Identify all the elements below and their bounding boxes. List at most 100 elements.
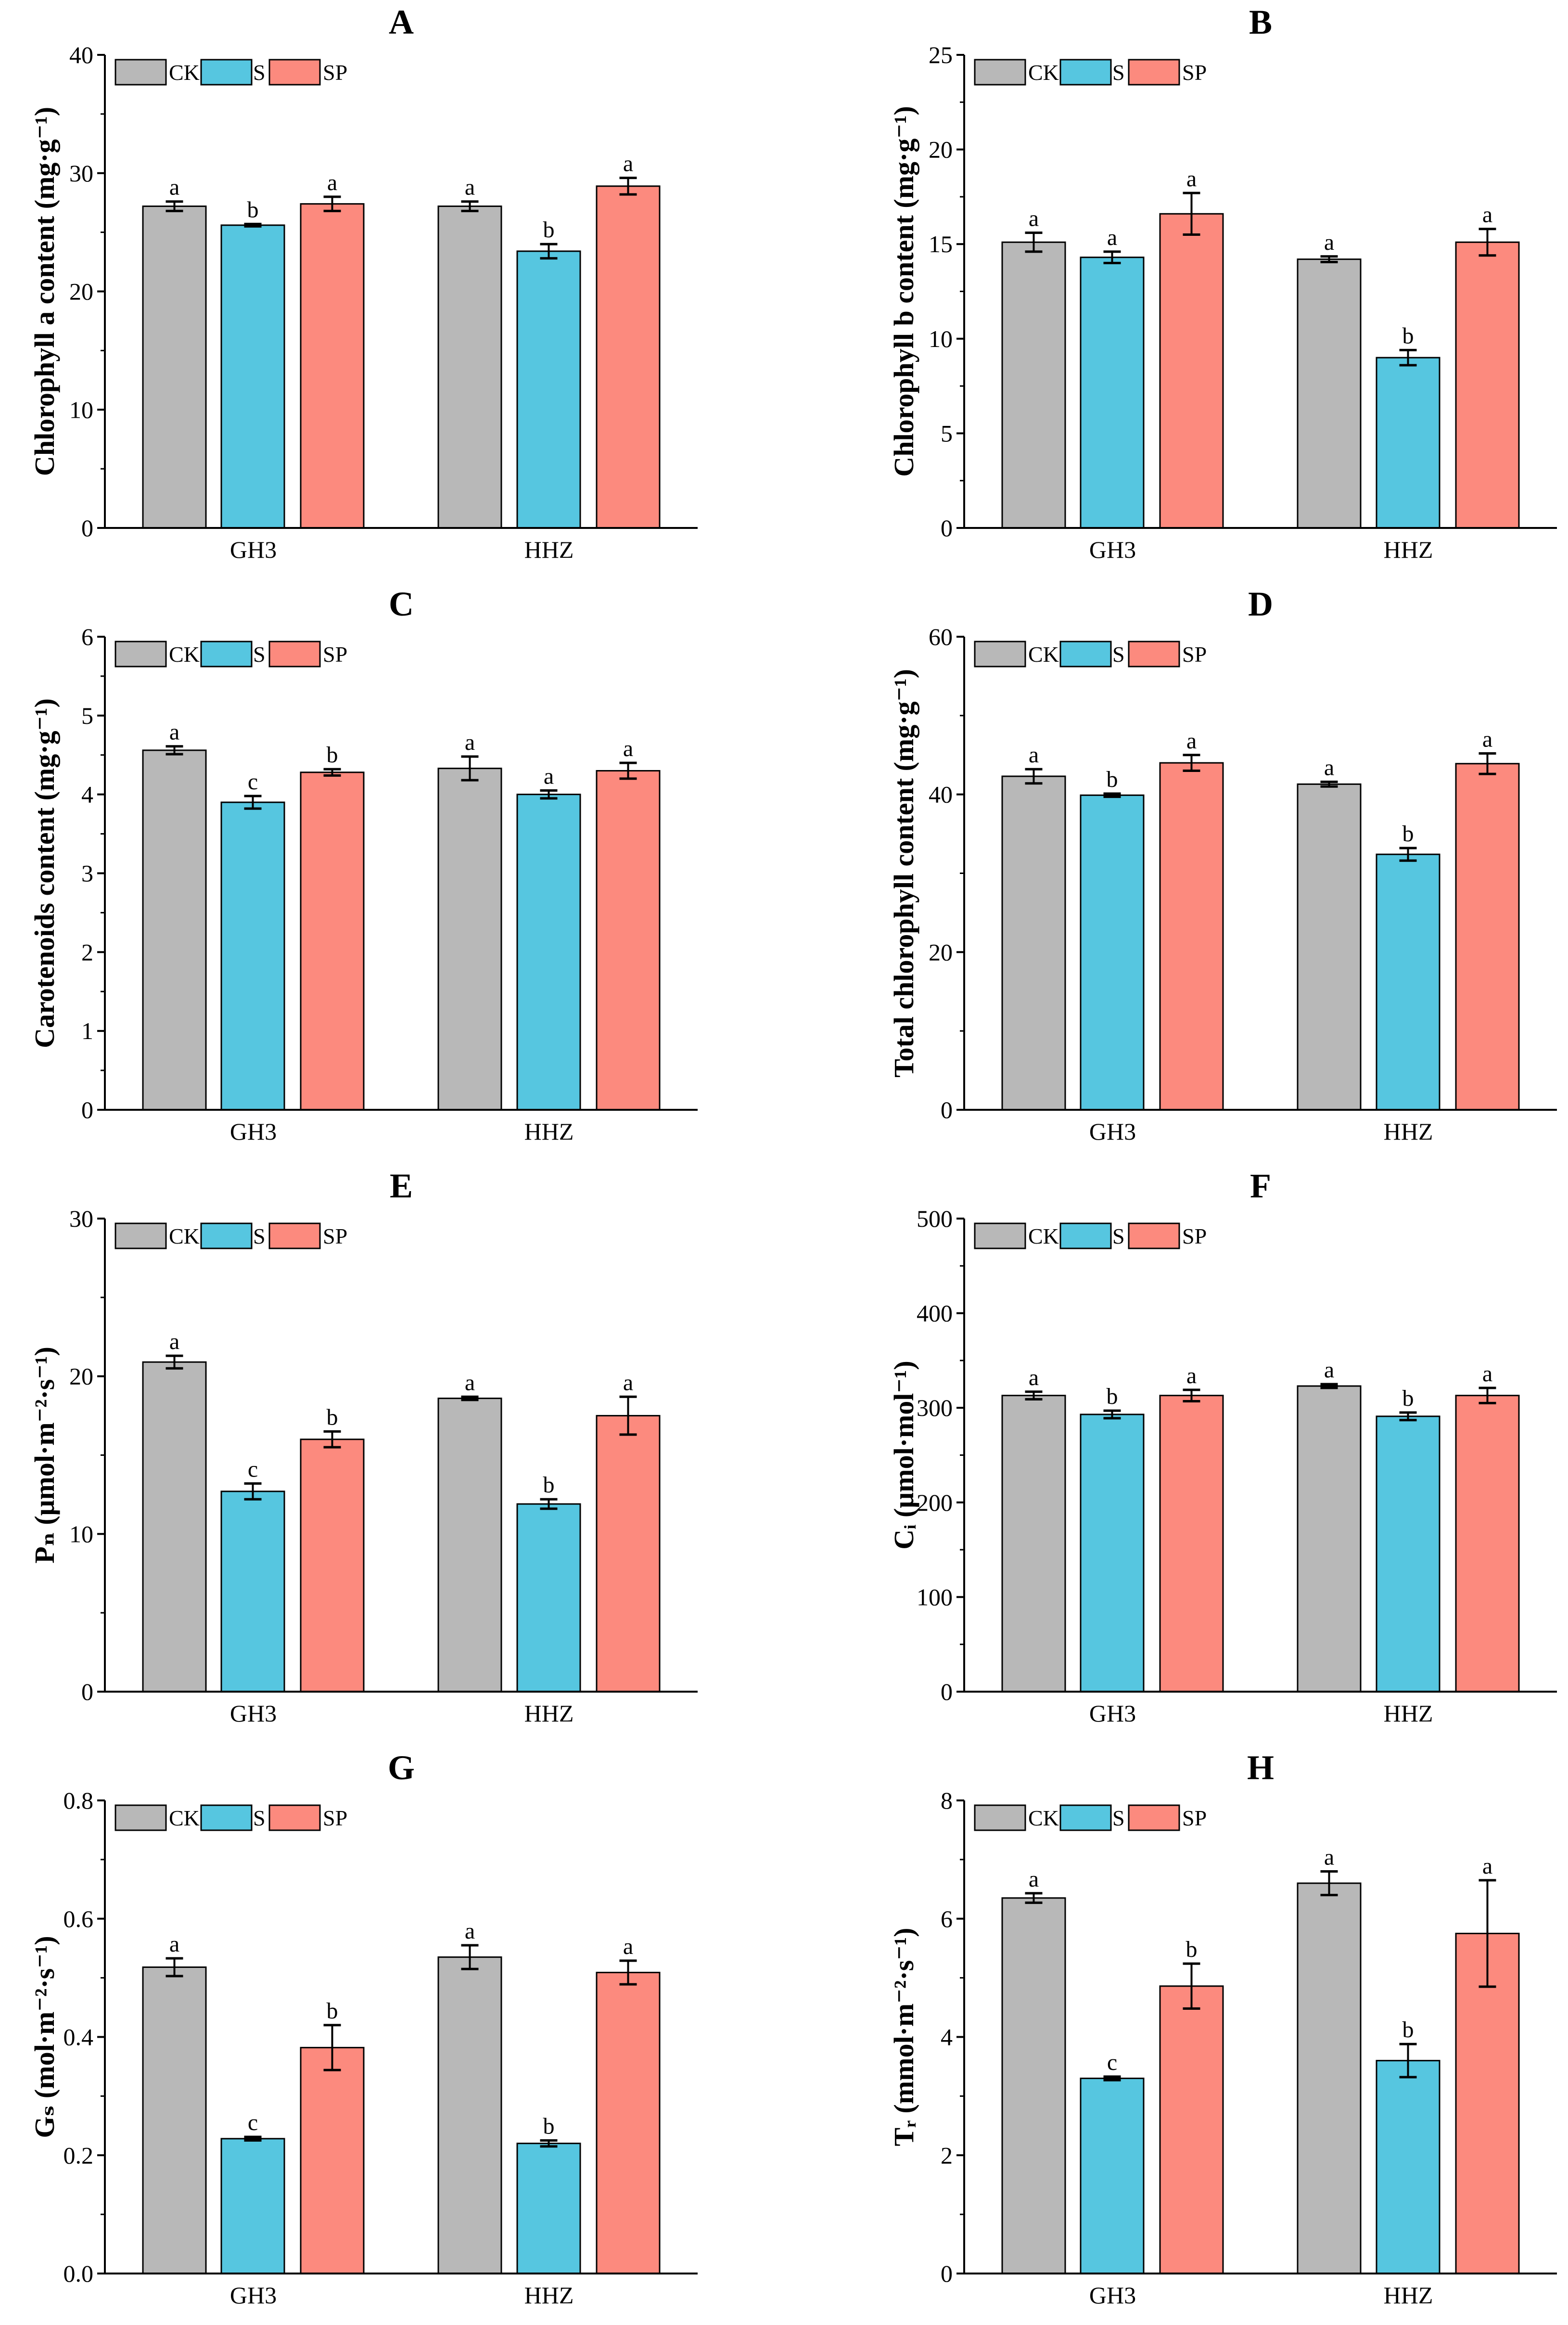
bar-S-GH3 (1080, 257, 1145, 529)
y-tick-label: 0.8 (64, 1787, 94, 1814)
x-category-label: HHZ (1384, 2282, 1433, 2309)
bar-S-HHZ (1376, 853, 1441, 1111)
legend-label-SP: SP (1182, 642, 1207, 667)
y-tick-label: 4 (81, 781, 93, 808)
significance-letter: a (623, 151, 633, 177)
y-tick-label: 20 (929, 938, 953, 965)
y-axis-label: Gₛ (mol·m⁻²·s⁻¹) (29, 1936, 60, 2138)
significance-letter: a (1482, 1361, 1492, 1387)
legend-label-CK: CK (1028, 1806, 1059, 1830)
y-tick-label: 40 (929, 781, 953, 808)
legend-swatch-S (200, 1222, 253, 1249)
legend-swatch-SP (268, 59, 321, 86)
bar-S-GH3 (1080, 794, 1145, 1111)
x-category-label: HHZ (1384, 1118, 1433, 1145)
legend: CK S SP (115, 641, 347, 668)
bar-SP-GH3 (1159, 1985, 1224, 2274)
y-tick-label: 6 (941, 1905, 953, 1932)
bar-CK-HHZ (1297, 258, 1362, 529)
legend-label-CK: CK (169, 60, 200, 85)
legend-swatch-SP (1128, 59, 1180, 86)
y-tick-label: 60 (929, 623, 953, 650)
significance-letter: b (1402, 821, 1414, 847)
bar-CK-HHZ (437, 768, 502, 1111)
significance-letter: a (544, 763, 554, 789)
legend-label-SP: SP (1182, 1224, 1207, 1248)
bar-SP-HHZ (1455, 1395, 1520, 1693)
legend-label-S: S (253, 60, 266, 85)
legend-label-S: S (253, 1806, 266, 1830)
y-tick-label: 300 (917, 1394, 953, 1421)
bar-CK-GH3 (1001, 775, 1066, 1111)
bar-S-HHZ (1376, 1415, 1441, 1693)
y-tick-label: 0 (81, 1096, 93, 1123)
y-tick-label: 0 (941, 2260, 953, 2287)
legend-label-SP: SP (323, 60, 347, 85)
legend-label-S: S (1112, 642, 1125, 667)
x-category-label: HHZ (524, 2282, 574, 2309)
significance-letter: a (1324, 755, 1334, 780)
y-tick-label: 0 (81, 514, 93, 541)
y-axis-label: Cᵢ (μmol·mol⁻¹) (888, 1361, 919, 1549)
bar-SP-GH3 (1159, 213, 1224, 529)
y-tick-label: 0.4 (64, 2024, 94, 2051)
significance-letter: a (1324, 230, 1334, 255)
x-category-label: GH3 (230, 536, 277, 563)
significance-letter: b (327, 1404, 338, 1430)
significance-letter: a (1482, 202, 1492, 228)
bar-CK-HHZ (437, 1398, 502, 1693)
bar-SP-GH3 (300, 2047, 365, 2274)
bar-SP-HHZ (596, 1972, 661, 2274)
significance-letter: a (1029, 206, 1039, 231)
legend-swatch-S (1059, 641, 1112, 668)
legend-label-CK: CK (1028, 60, 1059, 85)
legend-label-SP: SP (1182, 1806, 1207, 1830)
legend-label-CK: CK (169, 642, 200, 667)
y-tick-label: 25 (929, 41, 953, 68)
significance-letter: b (1402, 1386, 1414, 1411)
legend-swatch-CK (115, 59, 167, 86)
y-tick-label: 0.6 (64, 1905, 94, 1932)
legend-swatch-CK (974, 1804, 1026, 1831)
x-category-label: HHZ (1384, 536, 1433, 563)
significance-letter: a (465, 1370, 475, 1395)
y-tick-label: 1 (81, 1017, 93, 1044)
panel-H: Ha a c b b a 0 2 4 6 8 GH3 HHZ Tᵣ (mmol·m⁻²·s⁻¹) CK S SP (888, 1748, 1557, 2309)
bar-CK-HHZ (437, 1956, 502, 2274)
panel-A: Aa a b b a a 0 10 20 30 40 GH3 HHZ Chlorophyll a cont… (29, 3, 698, 563)
bar-S-HHZ (516, 1503, 581, 1693)
panel-title: D (1248, 585, 1273, 623)
significance-letter: b (1402, 323, 1414, 348)
y-tick-label: 10 (69, 396, 93, 423)
significance-letter: a (465, 175, 475, 200)
legend-swatch-CK (115, 1804, 167, 1831)
y-axis-label: Chlorophyll a content (mg·g⁻¹) (29, 107, 60, 476)
panel-E: Ea a c b b a 0 10 20 30 GH3 HHZ Pₙ (μmol·m⁻²·s⁻¹) CK S… (29, 1167, 698, 1727)
significance-letter: a (169, 1329, 179, 1354)
bar-SP-GH3 (300, 771, 365, 1111)
legend-swatch-S (1059, 59, 1112, 86)
legend-swatch-S (1059, 1222, 1112, 1249)
y-tick-label: 4 (941, 2024, 953, 2051)
panel-title: B (1249, 3, 1272, 41)
bar-CK-GH3 (142, 1966, 207, 2274)
panel-title: G (388, 1748, 415, 1787)
y-tick-label: 0 (81, 1678, 93, 1705)
legend-label-S: S (253, 1224, 266, 1248)
panel-B: Ba a a b a a 0 5 10 15 20 25 GH3 HHZ Chlorophyll b con… (888, 3, 1557, 563)
significance-letter: b (543, 217, 555, 243)
y-tick-label: 100 (917, 1583, 953, 1610)
x-category-label: HHZ (1384, 1700, 1433, 1727)
x-category-label: GH3 (1089, 536, 1136, 563)
y-tick-label: 2 (81, 938, 93, 965)
bar-SP-HHZ (1455, 241, 1520, 529)
legend-swatch-SP (268, 641, 321, 668)
y-tick-label: 500 (917, 1205, 953, 1232)
significance-letter: a (1107, 225, 1117, 250)
x-category-label: GH3 (230, 2282, 277, 2309)
significance-letter: a (1186, 166, 1197, 192)
y-tick-label: 2 (941, 2142, 953, 2169)
legend-swatch-S (200, 641, 253, 668)
legend-swatch-SP (268, 1804, 321, 1831)
